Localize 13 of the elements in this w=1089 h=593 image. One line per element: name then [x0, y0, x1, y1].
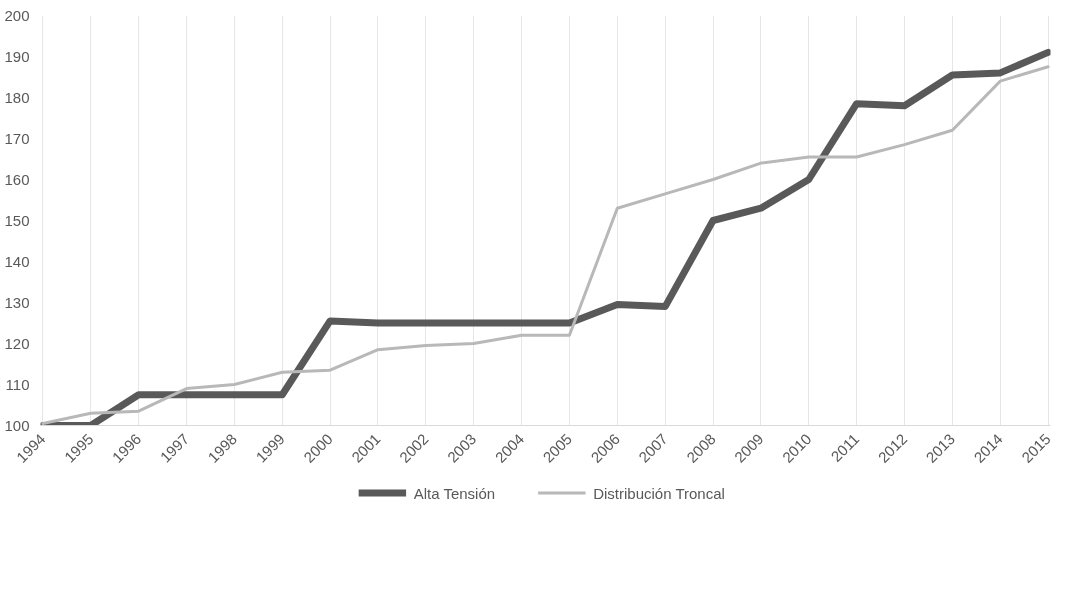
y-tick-label: 130 [4, 293, 30, 311]
legend-label: Alta Tensión [413, 484, 496, 502]
legend-label: Distribución Troncal [593, 484, 725, 502]
y-tick-label: 100 [4, 416, 30, 434]
y-tick-label: 160 [4, 170, 30, 188]
y-tick-label: 170 [4, 129, 30, 147]
y-tick-label: 120 [4, 334, 30, 352]
y-tick-label: 150 [4, 211, 30, 229]
y-tick-label: 180 [4, 88, 30, 106]
y-tick-label: 200 [4, 6, 30, 24]
y-tick-label: 140 [4, 252, 30, 270]
y-tick-label: 190 [4, 47, 30, 65]
y-tick-label: 110 [5, 375, 30, 393]
